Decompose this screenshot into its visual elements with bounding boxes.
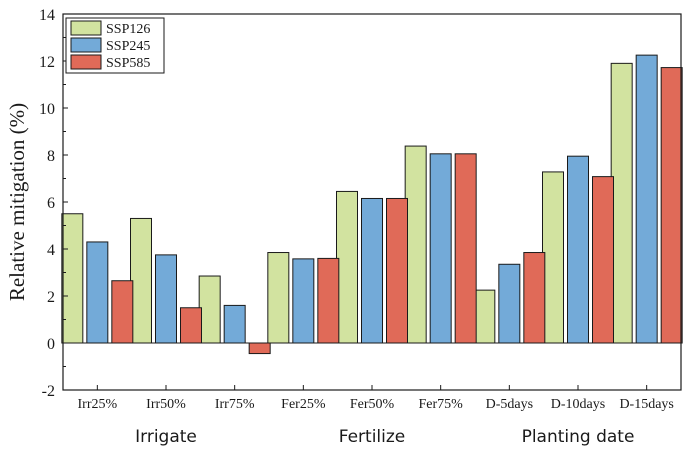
x-tick-label: Irr25% [78, 397, 118, 412]
group-label: Fertilize [339, 427, 406, 447]
x-tick-label: D-15days [619, 397, 673, 412]
group-labels: Irrigate Fertilize Planting date [135, 427, 634, 447]
legend-label-ssp126: SSP126 [106, 22, 150, 37]
legend-swatch-ssp126 [70, 20, 102, 36]
bar-ssp126-d-5days [473, 289, 496, 344]
x-tick-label: Irr50% [146, 397, 186, 412]
y-tick-label: 10 [39, 101, 55, 118]
bar-ssp126-d-15days [610, 62, 633, 344]
bar-ssp245-fer75pct [429, 153, 452, 344]
bar-ssp585-irr75pct [248, 342, 271, 355]
y-axis-label: Relative mitigation (%) [5, 103, 29, 301]
bar-ssp585-fer25pct [317, 257, 340, 344]
bar-ssp245-fer50pct [361, 197, 383, 344]
legend: SSP126 SSP245 SSP585 [65, 17, 165, 74]
x-tick-label: D-10days [551, 397, 605, 412]
y-tick-label: 0 [47, 336, 55, 353]
y-tick-label: 12 [39, 54, 55, 71]
bar-ssp126-irr25pct [61, 213, 84, 344]
legend-label-ssp245: SSP245 [106, 39, 150, 54]
y-tick-label: -2 [42, 383, 55, 400]
bar-ssp245-d-10days [567, 155, 589, 344]
bar-ssp245-fer25pct [292, 258, 315, 344]
x-tick-label: Fer75% [419, 397, 464, 412]
legend-swatch-ssp585 [70, 54, 102, 70]
bar-ssp126-fer75pct [404, 145, 427, 344]
group-label: Irrigate [135, 427, 197, 447]
y-tick-label: 14 [39, 7, 55, 24]
group-label: Planting date [522, 427, 635, 447]
bar-ssp585-d-15days [660, 67, 683, 344]
bar-ssp585-fer50pct [386, 197, 408, 344]
bar-ssp585-d-5days [523, 252, 546, 344]
bar-ssp245-irr25pct [86, 241, 109, 344]
bar-ssp126-fer25pct [267, 252, 290, 344]
bar-ssp585-fer75pct [454, 153, 477, 344]
y-tick-label: 6 [47, 195, 55, 212]
legend-swatch-ssp245 [70, 37, 102, 53]
x-tick-label: Fer50% [350, 397, 395, 412]
bar-ssp245-d-5days [498, 263, 521, 344]
bar-ssp245-irr50pct [155, 254, 177, 344]
bar-ssp585-d-10days [592, 176, 614, 344]
x-tick-label: D-5days [486, 397, 533, 412]
bar-ssp585-irr25pct [111, 280, 134, 344]
bar-ssp245-d-15days [635, 54, 658, 344]
y-tick-label: 8 [47, 148, 55, 165]
bar-ssp126-d-10days [542, 171, 564, 344]
bar-ssp245-irr75pct [223, 304, 246, 344]
x-tick-label: Fer25% [281, 397, 326, 412]
axes-layer: -2 0 2 4 6 8 10 12 14 Irr25% Irr50% Irr75% Fer25% Fer… [39, 7, 682, 412]
x-tick-label: Irr75% [215, 397, 255, 412]
y-tick-label: 2 [47, 289, 55, 306]
bar-ssp126-irr50pct [130, 217, 152, 344]
y-tick-label: 4 [47, 242, 55, 259]
bar-ssp126-fer50pct [336, 190, 358, 344]
bars-layer [61, 54, 683, 355]
legend-label-ssp585: SSP585 [106, 56, 150, 71]
bar-ssp126-irr75pct [198, 275, 221, 344]
bar-ssp585-irr50pct [180, 307, 202, 344]
